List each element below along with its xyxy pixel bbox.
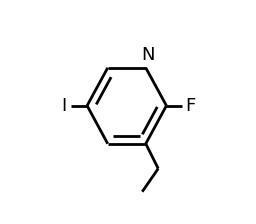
- Text: I: I: [61, 97, 67, 115]
- Text: F: F: [185, 97, 196, 115]
- Text: N: N: [141, 46, 154, 64]
